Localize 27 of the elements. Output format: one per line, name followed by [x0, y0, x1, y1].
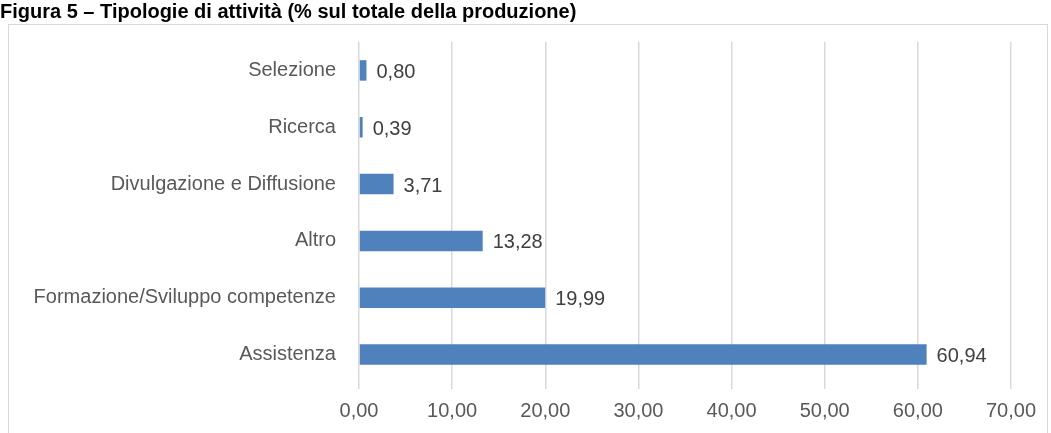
y-tick-label: Selezione	[248, 57, 336, 80]
data-label: 60,94	[936, 344, 987, 367]
bar	[359, 230, 483, 252]
x-tick-label: 10,00	[427, 398, 478, 421]
chart-title: Figura 5 – Tipologie di attività (% sul totale della produzione)	[0, 0, 577, 22]
bar	[359, 344, 927, 365]
bar	[359, 287, 546, 308]
y-tick-label: Ricerca	[268, 114, 337, 137]
x-tick-label: 70,00	[985, 398, 1037, 421]
data-label: 0,39	[372, 116, 412, 139]
y-tick-label: Altro	[294, 228, 336, 251]
data-label: 19,99	[555, 287, 606, 310]
x-tick-label: 20,00	[520, 398, 571, 421]
x-tick-label: 40,00	[706, 398, 757, 421]
y-tick-label: Assistenza	[239, 342, 337, 365]
bar	[359, 117, 363, 138]
x-tick-label: 60,00	[892, 398, 943, 421]
bar	[359, 173, 394, 195]
data-label: 3,71	[403, 173, 443, 196]
x-tick-label: 0,00	[339, 398, 379, 421]
y-tick-label: Divulgazione e Diffusione	[110, 171, 336, 194]
data-label: 13,28	[492, 230, 543, 253]
y-tick-label: Formazione/Sviluppo competenze	[33, 285, 336, 308]
x-tick-label: 50,00	[799, 398, 850, 421]
x-tick-label: 30,00	[613, 398, 664, 421]
data-label: 0,80	[376, 59, 416, 82]
bar	[359, 60, 367, 81]
